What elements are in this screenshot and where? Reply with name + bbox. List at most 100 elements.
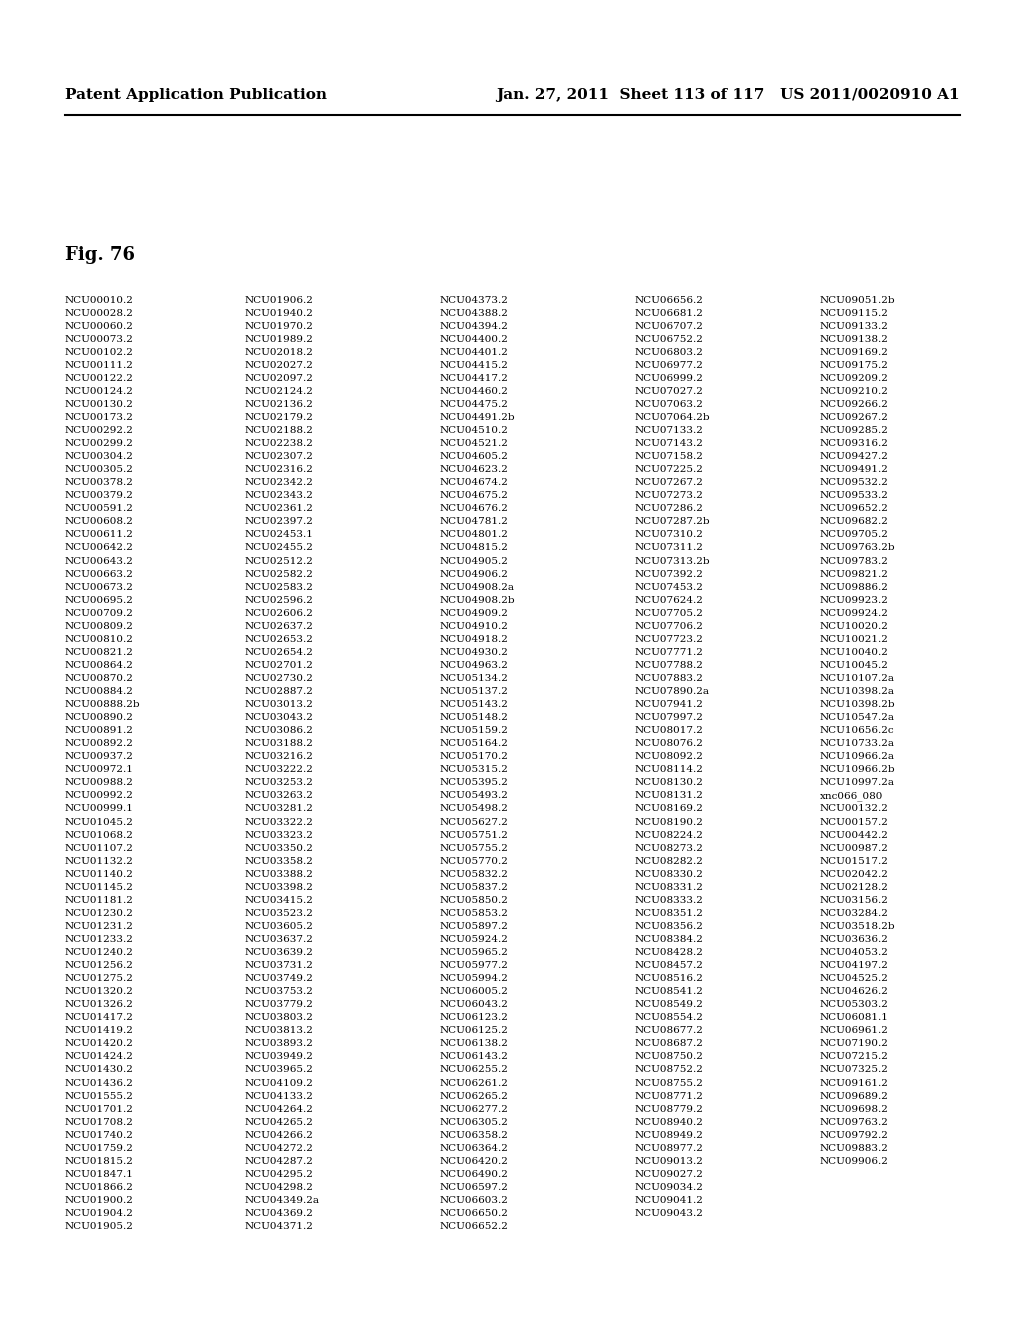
Text: NCU09652.2: NCU09652.2 <box>820 504 889 513</box>
Text: NCU07705.2: NCU07705.2 <box>635 609 703 618</box>
Text: NCU07997.2: NCU07997.2 <box>635 713 703 722</box>
Text: NCU09532.2: NCU09532.2 <box>820 478 889 487</box>
Text: NCU01233.2: NCU01233.2 <box>65 935 134 944</box>
Text: NCU05977.2: NCU05977.2 <box>440 961 509 970</box>
Text: NCU02179.2: NCU02179.2 <box>245 413 314 422</box>
Text: NCU00937.2: NCU00937.2 <box>65 752 134 762</box>
Text: NCU06138.2: NCU06138.2 <box>440 1039 509 1048</box>
Text: NCU02453.1: NCU02453.1 <box>245 531 314 540</box>
Text: NCU05498.2: NCU05498.2 <box>440 804 509 813</box>
Text: NCU00124.2: NCU00124.2 <box>65 387 134 396</box>
Text: NCU02512.2: NCU02512.2 <box>245 557 314 565</box>
Text: NCU08949.2: NCU08949.2 <box>635 1131 703 1139</box>
Text: NCU04349.2a: NCU04349.2a <box>245 1196 319 1205</box>
Text: NCU09115.2: NCU09115.2 <box>820 309 889 318</box>
Text: NCU03779.2: NCU03779.2 <box>245 1001 314 1010</box>
Text: NCU03263.2: NCU03263.2 <box>245 792 314 800</box>
Text: NCU04908.2a: NCU04908.2a <box>440 582 515 591</box>
Text: NCU03284.2: NCU03284.2 <box>820 909 889 917</box>
Text: NCU01140.2: NCU01140.2 <box>65 870 134 879</box>
Text: NCU01815.2: NCU01815.2 <box>65 1156 134 1166</box>
Text: NCU04906.2: NCU04906.2 <box>440 569 509 578</box>
Text: NCU03323.2: NCU03323.2 <box>245 830 314 840</box>
Text: NCU02342.2: NCU02342.2 <box>245 478 314 487</box>
Text: NCU10045.2: NCU10045.2 <box>820 661 889 671</box>
Text: NCU08752.2: NCU08752.2 <box>635 1065 703 1074</box>
Text: NCU05755.2: NCU05755.2 <box>440 843 509 853</box>
Text: NCU01240.2: NCU01240.2 <box>65 948 134 957</box>
Text: NCU08331.2: NCU08331.2 <box>635 883 703 892</box>
Text: NCU09027.2: NCU09027.2 <box>635 1170 703 1179</box>
Text: NCU00102.2: NCU00102.2 <box>65 347 134 356</box>
Text: NCU02583.2: NCU02583.2 <box>245 582 314 591</box>
Text: NCU05170.2: NCU05170.2 <box>440 752 509 762</box>
Text: NCU04415.2: NCU04415.2 <box>440 360 509 370</box>
Text: NCU06123.2: NCU06123.2 <box>440 1014 509 1022</box>
Text: NCU08130.2: NCU08130.2 <box>635 779 703 787</box>
Text: NCU08750.2: NCU08750.2 <box>635 1052 703 1061</box>
Text: NCU09133.2: NCU09133.2 <box>820 322 889 330</box>
Text: NCU04908.2b: NCU04908.2b <box>440 595 516 605</box>
Text: NCU00663.2: NCU00663.2 <box>65 569 134 578</box>
Text: NCU09821.2: NCU09821.2 <box>820 569 889 578</box>
Text: NCU08351.2: NCU08351.2 <box>635 909 703 917</box>
Text: NCU09763.2b: NCU09763.2b <box>820 544 896 553</box>
Text: NCU07788.2: NCU07788.2 <box>635 661 703 671</box>
Text: NCU00988.2: NCU00988.2 <box>65 779 134 787</box>
Text: NCU06081.1: NCU06081.1 <box>820 1014 889 1022</box>
Text: NCU09906.2: NCU09906.2 <box>820 1156 889 1166</box>
Text: NCU04400.2: NCU04400.2 <box>440 335 509 343</box>
Text: NCU02097.2: NCU02097.2 <box>245 374 314 383</box>
Text: NCU00709.2: NCU00709.2 <box>65 609 134 618</box>
Text: NCU01708.2: NCU01708.2 <box>65 1118 134 1127</box>
Text: NCU00972.1: NCU00972.1 <box>65 766 134 775</box>
Text: NCU03222.2: NCU03222.2 <box>245 766 314 775</box>
Text: NCU04287.2: NCU04287.2 <box>245 1156 314 1166</box>
Text: NCU01326.2: NCU01326.2 <box>65 1001 134 1010</box>
Text: NCU04521.2: NCU04521.2 <box>440 440 509 447</box>
Text: NCU04371.2: NCU04371.2 <box>245 1222 314 1232</box>
Text: NCU09533.2: NCU09533.2 <box>820 491 889 500</box>
Text: NCU06261.2: NCU06261.2 <box>440 1078 509 1088</box>
Text: NCU05137.2: NCU05137.2 <box>440 686 509 696</box>
Text: NCU05965.2: NCU05965.2 <box>440 948 509 957</box>
Text: NCU04930.2: NCU04930.2 <box>440 648 509 657</box>
Text: NCU02887.2: NCU02887.2 <box>245 686 314 696</box>
Text: NCU09491.2: NCU09491.2 <box>820 465 889 474</box>
Text: NCU09013.2: NCU09013.2 <box>635 1156 703 1166</box>
Text: NCU00130.2: NCU00130.2 <box>65 400 134 409</box>
Text: NCU08977.2: NCU08977.2 <box>635 1143 703 1152</box>
Text: NCU05143.2: NCU05143.2 <box>440 700 509 709</box>
Text: NCU06977.2: NCU06977.2 <box>635 360 703 370</box>
Text: NCU08457.2: NCU08457.2 <box>635 961 703 970</box>
Text: NCU09161.2: NCU09161.2 <box>820 1078 889 1088</box>
Text: NCU03518.2b: NCU03518.2b <box>820 921 896 931</box>
Text: NCU00157.2: NCU00157.2 <box>820 817 889 826</box>
Text: NCU03639.2: NCU03639.2 <box>245 948 314 957</box>
Text: NCU08017.2: NCU08017.2 <box>635 726 703 735</box>
Text: NCU09783.2: NCU09783.2 <box>820 557 889 565</box>
Text: NCU06707.2: NCU06707.2 <box>635 322 703 330</box>
Text: NCU05395.2: NCU05395.2 <box>440 779 509 787</box>
Text: NCU02361.2: NCU02361.2 <box>245 504 314 513</box>
Text: NCU04623.2: NCU04623.2 <box>440 465 509 474</box>
Text: NCU05832.2: NCU05832.2 <box>440 870 509 879</box>
Text: NCU04676.2: NCU04676.2 <box>440 504 509 513</box>
Text: NCU00810.2: NCU00810.2 <box>65 635 134 644</box>
Text: NCU02128.2: NCU02128.2 <box>820 883 889 892</box>
Text: NCU07453.2: NCU07453.2 <box>635 582 703 591</box>
Text: NCU09210.2: NCU09210.2 <box>820 387 889 396</box>
Text: NCU09043.2: NCU09043.2 <box>635 1209 703 1218</box>
Text: NCU07311.2: NCU07311.2 <box>635 544 703 553</box>
Text: NCU09427.2: NCU09427.2 <box>820 451 889 461</box>
Text: NCU03523.2: NCU03523.2 <box>245 909 314 917</box>
Text: NCU07723.2: NCU07723.2 <box>635 635 703 644</box>
Text: NCU00809.2: NCU00809.2 <box>65 622 134 631</box>
Text: NCU00299.2: NCU00299.2 <box>65 440 134 447</box>
Text: NCU01320.2: NCU01320.2 <box>65 987 134 997</box>
Text: NCU03388.2: NCU03388.2 <box>245 870 314 879</box>
Text: NCU00821.2: NCU00821.2 <box>65 648 134 657</box>
Text: NCU03013.2: NCU03013.2 <box>245 700 314 709</box>
Text: NCU08428.2: NCU08428.2 <box>635 948 703 957</box>
Text: NCU01940.2: NCU01940.2 <box>245 309 314 318</box>
